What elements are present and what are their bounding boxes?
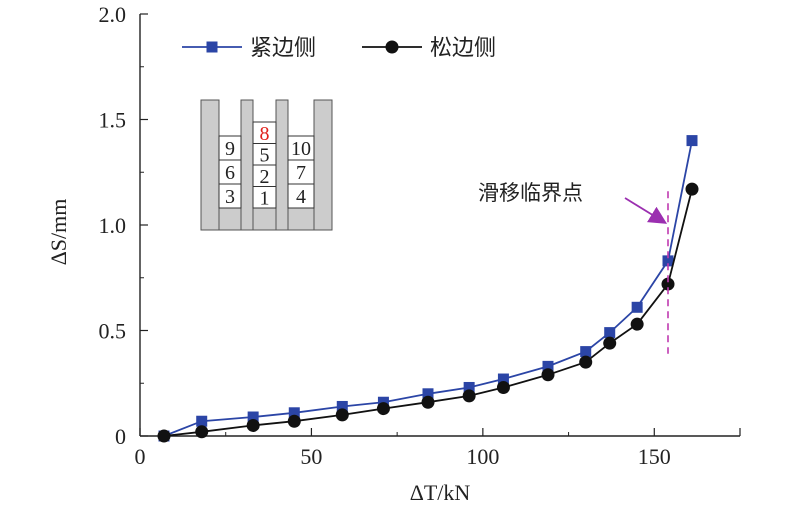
- series-layer: [157, 135, 699, 443]
- inset-col3-label: 4: [296, 186, 306, 208]
- data-point-square: [580, 346, 592, 358]
- y-tick-label: 0: [115, 424, 126, 449]
- annotation-layer: 滑移临界点: [478, 181, 669, 354]
- inset-col1-label: 9: [225, 138, 235, 160]
- data-point-circle: [246, 418, 260, 432]
- data-point-circle: [376, 402, 390, 416]
- data-point-circle: [541, 368, 555, 382]
- data-point-square: [247, 411, 259, 423]
- y-tick-label: 2.0: [99, 2, 127, 27]
- inset-col1-cell: [218, 183, 242, 209]
- x-tick-label: 100: [466, 444, 499, 469]
- y-tick-label: 0.5: [99, 319, 127, 344]
- data-point-square: [497, 373, 509, 385]
- y-tick-label: 1.5: [99, 108, 127, 133]
- data-point-square: [463, 381, 475, 393]
- data-point-square: [686, 135, 698, 147]
- x-tick-label: 50: [300, 444, 322, 469]
- critical-point-label: 滑移临界点: [478, 181, 583, 205]
- inset-col3-cell: [287, 159, 315, 185]
- inset-col2-label: 1: [260, 187, 270, 209]
- legend-label-2: 松边侧: [430, 35, 496, 60]
- data-point-square: [196, 415, 208, 427]
- inset-col1-label: 3: [225, 186, 235, 208]
- inset-right-wall: [313, 99, 333, 231]
- data-point-circle: [630, 317, 644, 331]
- data-point-circle: [195, 425, 209, 439]
- legend-label-1: 紧边侧: [250, 35, 316, 60]
- critical-point-arrow: [624, 197, 668, 224]
- data-point-square: [604, 327, 616, 339]
- series-2: [157, 182, 699, 443]
- x-axis-title: ΔT/kN: [410, 480, 471, 505]
- inset-col3-label: 10: [291, 138, 311, 160]
- data-point-circle: [496, 380, 510, 394]
- x-tick-label: 150: [638, 444, 671, 469]
- inset-base: [200, 207, 333, 231]
- data-point-circle: [462, 389, 476, 403]
- data-point-square: [631, 301, 643, 313]
- data-point-circle: [287, 414, 301, 428]
- legend-marker-1: [206, 41, 218, 53]
- data-point-circle: [335, 408, 349, 422]
- data-point-circle: [661, 277, 675, 291]
- y-tick-label: 1.0: [99, 213, 127, 238]
- data-point-square: [336, 400, 348, 412]
- inset-col2-label: 5: [260, 144, 270, 166]
- data-point-square: [542, 360, 554, 372]
- data-point-circle: [157, 429, 171, 443]
- inset-col3-cell: [287, 183, 315, 209]
- legend-marker-2: [385, 40, 399, 54]
- x-tick-label: 0: [135, 444, 146, 469]
- inset-col2-label: 8: [260, 123, 270, 145]
- inset-col2-label: 2: [260, 166, 270, 188]
- inset-col1-label: 6: [225, 162, 235, 184]
- y-axis-title: ΔS/mm: [46, 199, 71, 266]
- legend: 紧边侧 松边侧: [182, 35, 496, 60]
- axis-ticks: 0 50 100 150 0 0.5 1.0 1.5 2.0: [99, 2, 741, 469]
- inset-post-left: [240, 99, 254, 231]
- data-point-circle: [603, 336, 617, 350]
- data-point-square: [288, 407, 300, 419]
- data-point-circle: [421, 395, 435, 409]
- data-point-square: [422, 388, 434, 400]
- inset-col3-label: 7: [296, 162, 306, 184]
- inset-col2-cell: [252, 186, 277, 209]
- inset-left-wall: [200, 99, 220, 231]
- data-point-circle: [579, 355, 593, 369]
- data-point-square: [662, 255, 674, 267]
- data-point-circle: [685, 182, 699, 196]
- inset-post-right: [275, 99, 289, 231]
